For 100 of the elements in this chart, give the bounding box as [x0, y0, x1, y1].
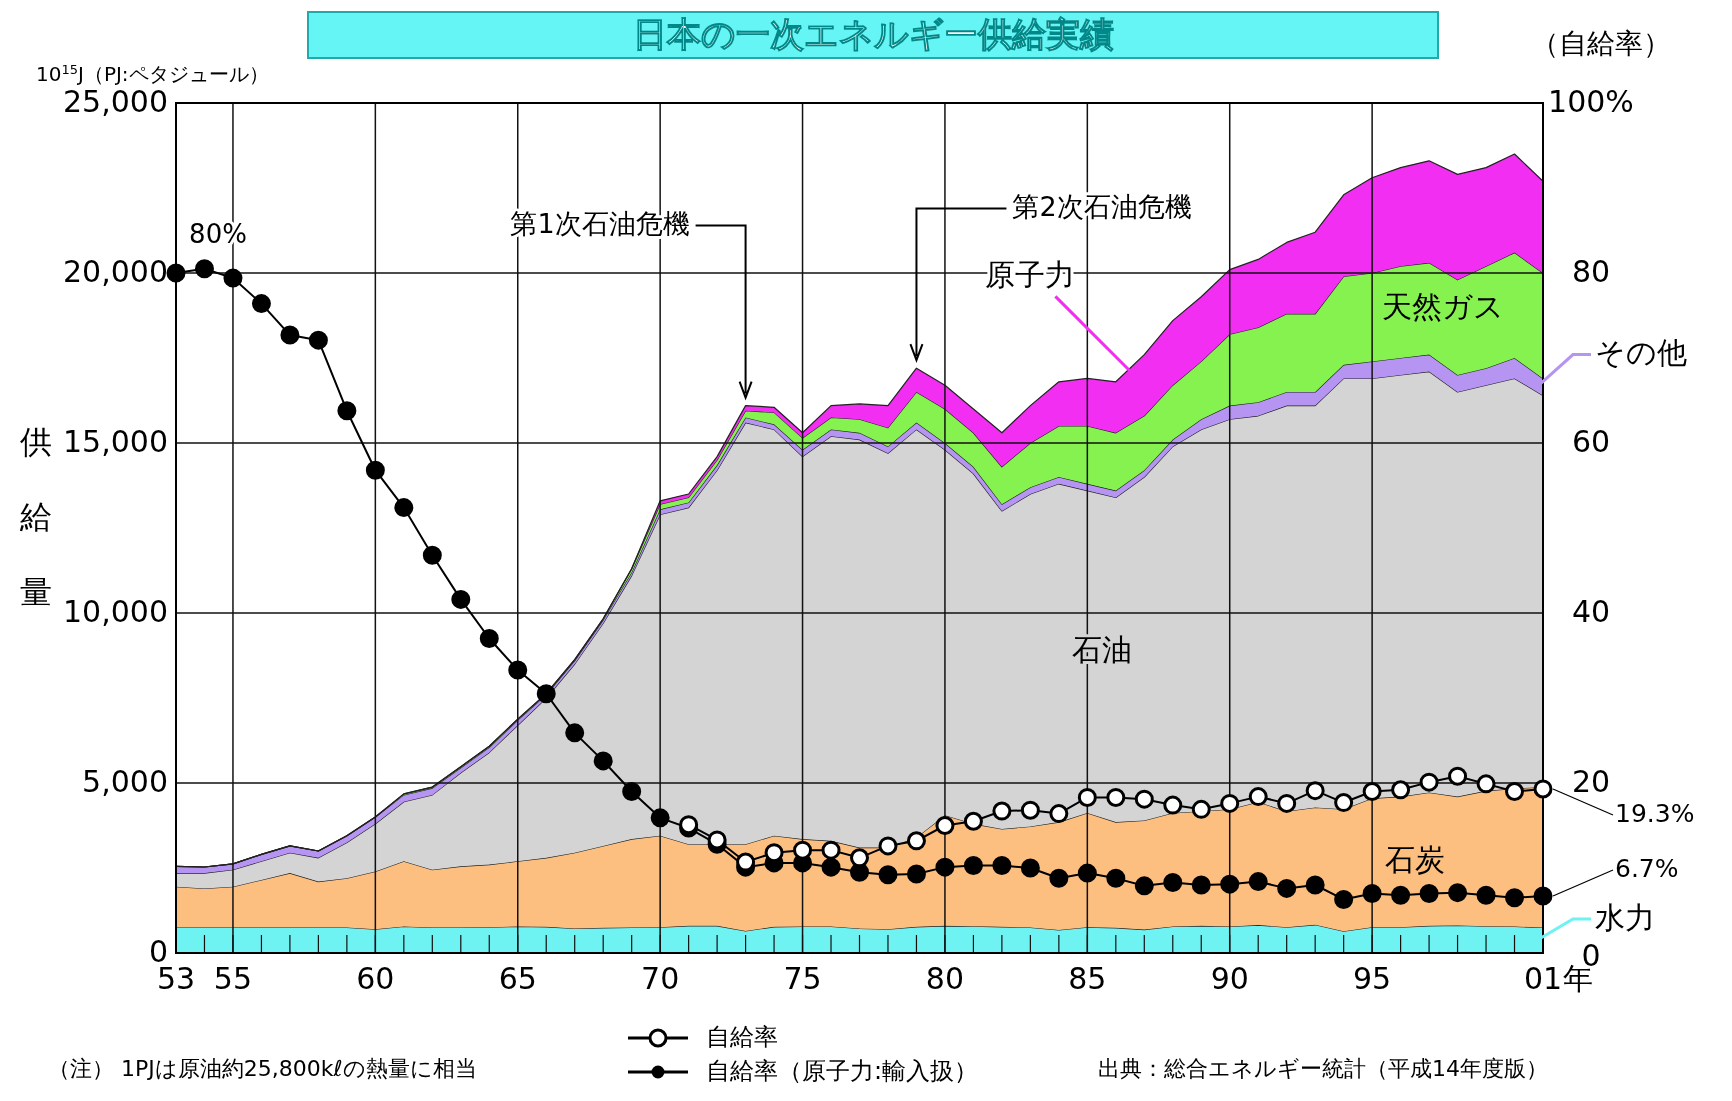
- point: [194, 259, 214, 279]
- point: [1277, 878, 1297, 898]
- point: [878, 836, 898, 856]
- point: [1334, 889, 1354, 909]
- point: [166, 263, 186, 283]
- point: [1220, 793, 1240, 813]
- point: [1248, 787, 1268, 807]
- y2-tick-label: 40: [1571, 593, 1611, 629]
- point: [1049, 804, 1069, 824]
- point: [1191, 875, 1211, 895]
- y2-tick-label: 100%: [1548, 83, 1634, 119]
- point: [1419, 884, 1439, 903]
- y2-axis-title: （自給率）: [1531, 27, 1671, 60]
- point: [1163, 795, 1183, 815]
- y-tick-label: 20,000: [63, 253, 168, 289]
- x-tick-label: 95: [1353, 961, 1392, 996]
- point: [1277, 793, 1297, 813]
- point: [935, 857, 955, 877]
- point: [1134, 876, 1154, 896]
- y2-tick-label: 20: [1571, 763, 1611, 799]
- x-tick-label: 53: [156, 961, 196, 996]
- legend-label: 自給率: [706, 1023, 778, 1051]
- point: [992, 801, 1012, 821]
- x-tick-label: 60: [356, 961, 395, 996]
- x-tick-label: 90: [1210, 961, 1249, 996]
- y-tick-label: 15,000: [63, 423, 168, 459]
- point: [1020, 858, 1040, 878]
- x-tick-label: 01: [1523, 961, 1563, 996]
- point: [963, 855, 983, 875]
- point: [1191, 799, 1211, 819]
- point: [906, 831, 926, 851]
- point: [821, 857, 841, 877]
- y2-tick-label: 60: [1571, 423, 1611, 459]
- point: [1163, 872, 1183, 892]
- point: [850, 848, 869, 868]
- text: （注） 1PJは原油約25,800kℓの熱量に相当: [48, 1056, 477, 1081]
- point: [1334, 793, 1354, 813]
- point: [1476, 885, 1496, 905]
- point: [821, 840, 841, 860]
- point: [992, 855, 1012, 875]
- point: [536, 684, 556, 704]
- point: [1305, 875, 1325, 895]
- point: [479, 629, 499, 648]
- point: [935, 816, 955, 835]
- point: [280, 325, 300, 345]
- point: [593, 751, 613, 771]
- point: [1448, 883, 1468, 903]
- point: [1220, 874, 1240, 894]
- point: [1106, 787, 1126, 807]
- point: [1020, 800, 1040, 820]
- y2-tick-label: 80: [1571, 253, 1611, 289]
- point: [1533, 886, 1553, 906]
- point: [422, 545, 442, 565]
- point: [308, 330, 328, 350]
- point: [1391, 780, 1411, 800]
- point: [736, 852, 756, 872]
- point: [1505, 888, 1525, 908]
- point: [793, 840, 813, 860]
- text: 19.3%: [1615, 798, 1695, 828]
- y-tick-label: 10,000: [63, 593, 168, 629]
- point: [394, 498, 414, 518]
- chart-title: 日本の一次エネルギー供給実績: [632, 13, 1114, 54]
- y-tick-label: 5,000: [82, 763, 168, 799]
- point: [764, 843, 784, 863]
- source-note: 出典：総合エネルギー統計（平成14年度版）: [1098, 1056, 1548, 1081]
- series-label: 天然ガス: [1382, 289, 1505, 325]
- point: [565, 723, 585, 743]
- point: [223, 268, 243, 288]
- point: [1305, 781, 1325, 801]
- legend-label: 自給率（原子力:輸入扱）: [706, 1057, 979, 1085]
- point: [622, 782, 642, 801]
- point: [1134, 789, 1154, 809]
- point: [1077, 863, 1097, 883]
- x-tick-label: 85: [1068, 961, 1107, 996]
- point: [451, 589, 471, 609]
- legend-label: 水力: [1595, 899, 1655, 935]
- point: [1106, 868, 1126, 888]
- point: [1448, 766, 1468, 786]
- point: [1248, 872, 1268, 892]
- point: [963, 811, 983, 831]
- point: [878, 865, 898, 885]
- x-tick-label: 65: [498, 961, 537, 996]
- x-tick-label: 70: [641, 961, 680, 996]
- y-axis-title: 供給量: [19, 423, 52, 611]
- point: [1362, 782, 1382, 801]
- point: [1362, 884, 1382, 903]
- point: [906, 864, 926, 884]
- point: [337, 401, 357, 421]
- text: 6.7%: [1615, 854, 1679, 884]
- point: [1505, 782, 1525, 801]
- point: [1419, 772, 1439, 792]
- point: [1476, 774, 1496, 794]
- x-tick-label: 75: [783, 961, 822, 996]
- point: [1391, 885, 1411, 905]
- point: [1533, 779, 1553, 799]
- point: [1049, 868, 1069, 888]
- point: [1077, 787, 1097, 807]
- point: [365, 460, 385, 480]
- point: [251, 294, 271, 314]
- point: [650, 808, 670, 828]
